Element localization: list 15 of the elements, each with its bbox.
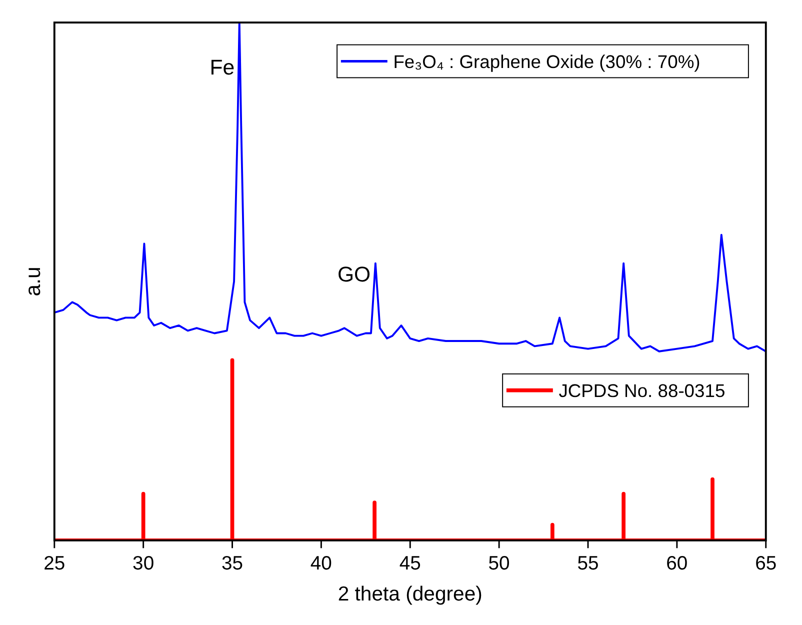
legend-label: JCPDS No. 88-0315 <box>558 380 726 402</box>
y-axis-title: a.u <box>20 266 45 296</box>
x-axis-title: 2 theta (degree) <box>338 583 482 606</box>
x-tick-label: 50 <box>488 552 510 574</box>
annotation: Fe <box>210 55 235 80</box>
annotation: GO <box>338 262 371 286</box>
legend-label: Fe₃O₄ : Graphene Oxide (30% : 70%) <box>393 51 700 72</box>
x-tick-label: 30 <box>132 552 154 574</box>
x-tick-label: 55 <box>577 552 599 574</box>
x-tick-label: 35 <box>221 552 244 574</box>
x-tick-label: 45 <box>399 552 421 574</box>
x-tick-label: 40 <box>310 552 332 574</box>
x-tick-label: 25 <box>44 552 66 574</box>
x-tick-label: 60 <box>666 552 688 574</box>
x-tick-label: 65 <box>755 552 777 574</box>
